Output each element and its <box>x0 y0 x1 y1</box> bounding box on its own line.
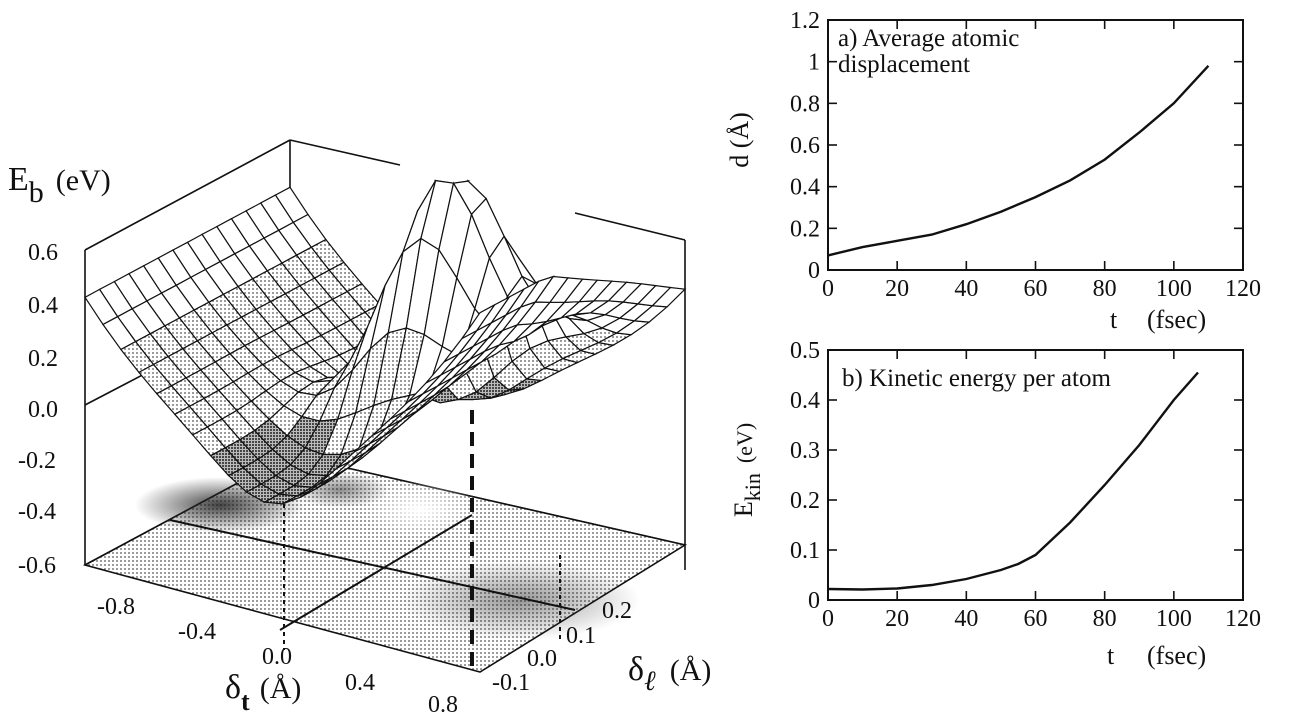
y-tick-label: 0 <box>808 588 820 614</box>
x-tick-label: 0.8 <box>428 692 458 717</box>
y-tick-label: 0.0 <box>527 646 557 672</box>
z-title-main: E <box>8 161 29 198</box>
x-tick-label: 0.4 <box>345 670 375 696</box>
panel-b: 0 20 40 60 80 100 120 0 0.1 0.2 0.3 0.4 0.5 b) Kine… <box>729 338 1261 670</box>
y-tick-label: 0.8 <box>790 91 820 117</box>
x-tick-label: 120 <box>1225 606 1261 632</box>
y-tick-label: 0.1 <box>566 623 596 649</box>
y-tick-label: 0.4 <box>790 388 820 414</box>
surface-x-ticks: -0.8 -0.4 0.0 0.4 0.8 <box>97 594 458 717</box>
x-tick-label: 0 <box>822 606 834 632</box>
panel-a-x-axis-t: t <box>1110 305 1118 334</box>
x-tick-label: 120 <box>1225 276 1261 302</box>
panel-b-y-title-main: E <box>729 501 758 517</box>
z-tick-label: 0.0 <box>28 397 58 423</box>
y-tick-label: 0 <box>808 258 820 284</box>
panel-b-series-line <box>827 371 1199 591</box>
surface-z-axis-title: Eb (eV) <box>8 161 111 209</box>
x-title-unit: (Å) <box>260 672 302 705</box>
z-tick-label: 0.6 <box>28 240 58 266</box>
x-tick-label: 20 <box>885 276 909 302</box>
surface-facet <box>461 304 496 340</box>
panel-a-x-axis-unit: (fsec) <box>1147 305 1206 334</box>
y-tick-label: 0.1 <box>790 538 820 564</box>
surface-y-ticks: -0.1 0.0 0.1 0.2 <box>492 598 632 696</box>
z-title-sub: b <box>29 176 44 209</box>
surface-mesh <box>84 179 687 505</box>
y-tick-label: -0.1 <box>492 670 530 696</box>
panel-b-x-axis-t: t <box>1107 641 1115 670</box>
z-tick-label: -0.6 <box>18 553 56 579</box>
panel-a: 0 20 40 60 80 100 120 0 0.2 0.4 0.6 0.8 1 1.2 a) Ave… <box>725 8 1261 334</box>
y-tick-label: 0.3 <box>790 438 820 464</box>
panel-a-x-ticks: 0 20 40 60 80 100 120 <box>822 20 1261 302</box>
x-title-main: δ <box>225 669 241 706</box>
panel-a-series-line <box>827 64 1210 257</box>
y-title-sub: ℓ <box>644 666 656 697</box>
panel-a-y-ticks: 0 0.2 0.4 0.6 0.8 1 1.2 <box>790 8 1243 284</box>
y-tick-label: 0.2 <box>790 216 820 242</box>
y-title-main: δ <box>628 651 644 688</box>
panel-b-x-ticks: 0 20 40 60 80 100 120 <box>822 350 1261 632</box>
x-tick-label: 40 <box>954 276 978 302</box>
x-tick-label: 100 <box>1156 606 1192 632</box>
x-tick-label: -0.4 <box>178 619 216 645</box>
y-tick-label: 0.5 <box>790 338 820 364</box>
y-tick-label: 0.6 <box>790 133 820 159</box>
x-tick-label: 100 <box>1156 276 1192 302</box>
y-tick-label: 1 <box>808 50 820 76</box>
x-tick-label: 0 <box>822 276 834 302</box>
z-tick-label: -0.4 <box>18 499 56 525</box>
panel-a-title-line2: displacement <box>838 51 970 78</box>
z-tick-label: -0.2 <box>18 448 56 474</box>
x-tick-label: 20 <box>885 606 909 632</box>
surface-y-axis-title: δℓ (Å) <box>628 651 711 697</box>
panel-a-title-line1: a) Average atomic <box>838 25 1019 52</box>
surface-z-ticks: 0.6 0.4 0.2 0.0 -0.2 -0.4 -0.6 <box>18 240 58 579</box>
x-title-sub: t <box>241 687 250 716</box>
y-tick-label: 0.4 <box>790 175 820 201</box>
y-tick-label: 0.2 <box>790 488 820 514</box>
x-tick-label: 80 <box>1093 276 1117 302</box>
surface-panel: 0.6 0.4 0.2 0.0 -0.2 -0.4 -0.6 Eb (eV) -0… <box>8 139 711 717</box>
y-tick-label: 1.2 <box>790 8 820 34</box>
z-title-unit: (eV) <box>56 164 111 197</box>
z-tick-label: 0.2 <box>28 346 58 372</box>
panel-a-y-axis-title: d (Å) <box>725 112 754 168</box>
panel-b-y-title-sub: kin <box>740 473 765 501</box>
x-tick-label: 40 <box>954 606 978 632</box>
x-tick-label: -0.8 <box>97 594 135 620</box>
panel-b-title: b) Kinetic energy per atom <box>842 365 1111 392</box>
x-tick-label: 60 <box>1024 276 1048 302</box>
panel-b-x-axis-unit: (fsec) <box>1147 641 1206 670</box>
y-title-unit: (Å) <box>670 654 712 687</box>
panel-b-y-title-unit: (eV) <box>732 423 757 463</box>
x-tick-label: 60 <box>1024 606 1048 632</box>
surface-x-axis-title: δt (Å) <box>225 669 301 716</box>
y-tick-label: 0.2 <box>602 598 632 624</box>
z-tick-label: 0.4 <box>28 293 58 319</box>
x-tick-label: 0.0 <box>262 644 292 670</box>
panel-b-y-axis-title: Ekin (eV) <box>729 423 765 517</box>
panel-b-y-ticks: 0 0.1 0.2 0.3 0.4 0.5 <box>790 338 1243 614</box>
x-tick-label: 80 <box>1093 606 1117 632</box>
